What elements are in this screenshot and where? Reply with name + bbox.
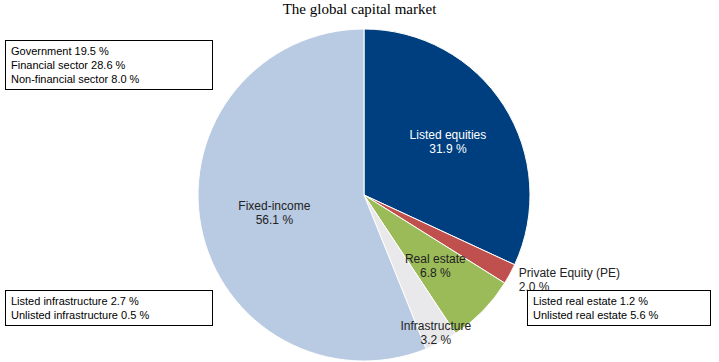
html-text:Unlisted infrastructure 0.5 %: Unlisted infrastructure 0.5 % [11, 309, 150, 321]
svg-text:Fixed-income56.1 %: Fixed-income56.1 % [238, 199, 310, 227]
html-text:Financial sector 28.6 %: Financial sector 28.6 % [11, 59, 126, 71]
html-text:Listed real estate 1.2 %: Listed real estate 1.2 % [533, 295, 648, 307]
html-text:2.0 %: 2.0 % [518, 279, 550, 294]
html-text:Unlisted real estate 5.6 %: Unlisted real estate 5.6 % [533, 309, 659, 321]
html-text:Private Equity (PE): Private Equity (PE) [518, 265, 621, 280]
html-text:Non-financial sector 8.0 %: Non-financial sector 8.0 % [11, 73, 140, 85]
html-text:The global capital market: The global capital market [282, 1, 437, 17]
html-text:Listed infrastructure 2.7 %: Listed infrastructure 2.7 % [11, 295, 139, 307]
svg-text:Real estate6.8 %: Real estate6.8 % [405, 252, 466, 280]
svg-text:Listed equities31.9 %: Listed equities31.9 % [410, 128, 487, 156]
html-text:Government 19.5 %: Government 19.5 % [11, 45, 109, 57]
svg-text:Infrastructure3.2 %: Infrastructure3.2 % [400, 319, 471, 347]
